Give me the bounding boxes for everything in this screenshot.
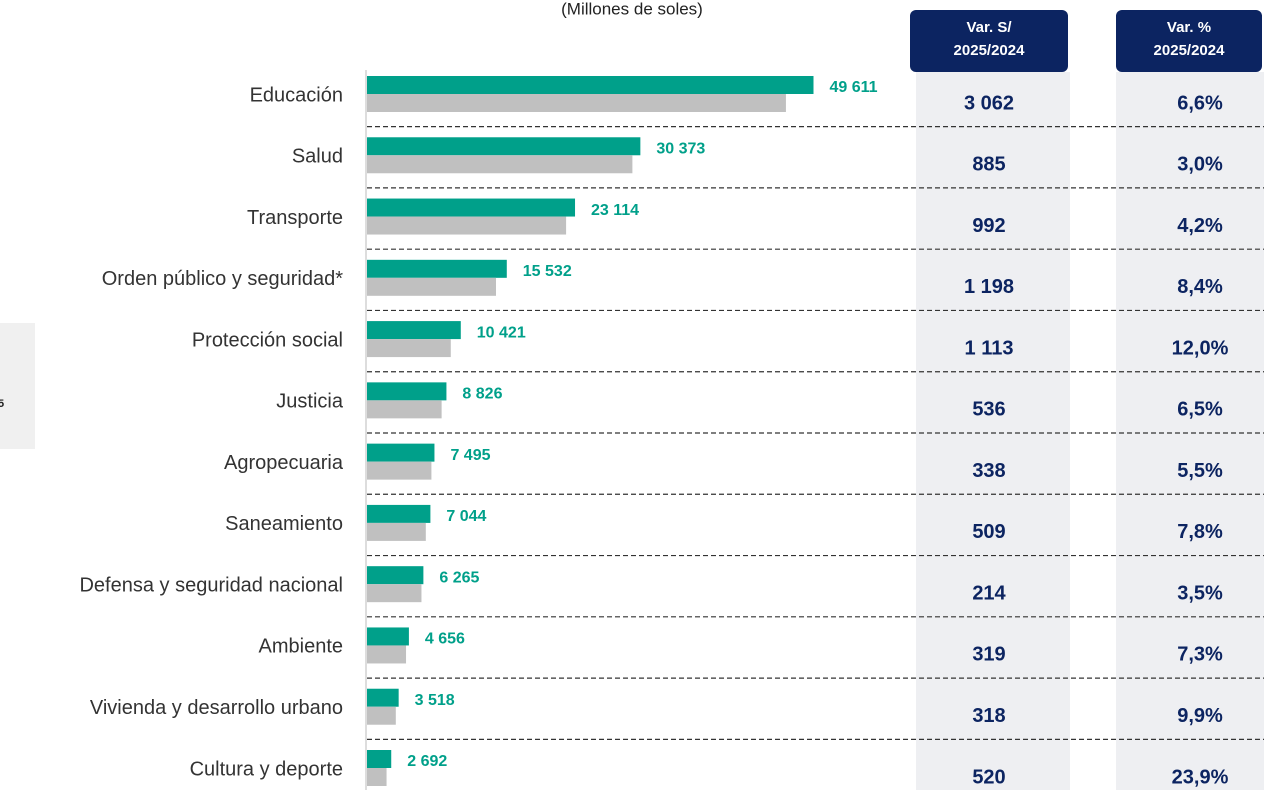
category-label: Educación [250, 84, 343, 106]
table-column-bg [1116, 72, 1264, 790]
legend-fragment: 5 [0, 398, 4, 410]
bar [367, 504, 431, 523]
bar [367, 461, 432, 480]
table-cell: 7,8% [1177, 521, 1223, 543]
data-label: 15 532 [523, 263, 572, 280]
data-label: 6 265 [439, 569, 479, 586]
table-cell: 214 [972, 582, 1006, 604]
table-cell: 23,9% [1172, 766, 1229, 788]
table-cell: 6,5% [1177, 399, 1223, 421]
bar [367, 443, 435, 462]
bar [367, 706, 396, 725]
bar [367, 339, 451, 358]
bar [367, 688, 399, 707]
bar [367, 584, 422, 603]
table-header: Var. S/ [966, 19, 1012, 36]
table-cell: 3 062 [964, 92, 1014, 114]
bar [367, 216, 567, 235]
bar [367, 94, 786, 112]
table-cell: 8,4% [1177, 276, 1223, 298]
table-cell: 319 [972, 644, 1005, 666]
category-label: Saneamiento [225, 513, 343, 535]
table-cell: 1 198 [964, 276, 1014, 298]
bar [367, 750, 392, 768]
table-cell: 3,0% [1177, 154, 1223, 176]
bar [367, 627, 409, 646]
table-cell: 885 [972, 154, 1005, 176]
table-cell: 12,0% [1172, 337, 1229, 359]
table-cell: 3,5% [1177, 582, 1223, 604]
bar [367, 155, 633, 174]
bar [367, 137, 641, 156]
data-label: 23 114 [591, 202, 639, 219]
category-label: Cultura y deporte [190, 758, 343, 780]
table-cell: 7,3% [1177, 644, 1223, 666]
data-label: 30 373 [656, 140, 705, 157]
table-cell: 509 [972, 521, 1005, 543]
data-label: 2 692 [407, 753, 447, 770]
data-label: 10 421 [477, 324, 526, 341]
bar [367, 566, 424, 585]
table-cell: 4,2% [1177, 215, 1223, 237]
subtitle: (Millones de soles) [561, 0, 703, 18]
bar [367, 76, 814, 94]
table-header: 2025/2024 [954, 42, 1026, 59]
category-label: Salud [292, 146, 343, 168]
table-cell: 318 [972, 705, 1005, 727]
table-header-box [910, 10, 1068, 72]
category-label: Ambiente [259, 636, 344, 658]
table-column-bg [916, 72, 1070, 790]
data-label: 3 518 [415, 692, 455, 709]
category-label: Justicia [276, 391, 344, 413]
bar [367, 277, 497, 296]
bar [367, 198, 576, 217]
bar [367, 382, 447, 401]
data-label: 7 495 [450, 447, 490, 464]
category-label: Protección social [192, 329, 343, 351]
table-header: Var. % [1167, 19, 1211, 36]
table-cell: 5,5% [1177, 460, 1223, 482]
category-label: Transporte [247, 207, 343, 229]
table-cell: 992 [972, 215, 1005, 237]
data-label: 49 611 [829, 79, 877, 96]
table-cell: 520 [972, 766, 1005, 788]
bar [367, 321, 461, 340]
category-label: Orden público y seguridad* [102, 268, 343, 290]
data-label: 7 044 [446, 508, 486, 525]
category-label: Defensa y seguridad nacional [79, 574, 343, 596]
data-label: 4 656 [425, 631, 465, 648]
bar [367, 259, 507, 278]
category-label: Agropecuaria [224, 452, 344, 474]
legend-box [0, 323, 35, 449]
table-header-box [1116, 10, 1262, 72]
category-label: Vivienda y desarrollo urbano [90, 697, 343, 719]
table-cell: 536 [972, 399, 1005, 421]
bar [367, 522, 426, 541]
table-cell: 6,6% [1177, 92, 1223, 114]
bar [367, 768, 387, 786]
table-header: 2025/2024 [1154, 42, 1226, 59]
table-cell: 9,9% [1177, 705, 1223, 727]
bar [367, 400, 442, 419]
table-cell: 338 [972, 460, 1005, 482]
data-label: 8 826 [462, 386, 502, 403]
bar [367, 645, 407, 664]
table-cell: 1 113 [965, 337, 1014, 359]
